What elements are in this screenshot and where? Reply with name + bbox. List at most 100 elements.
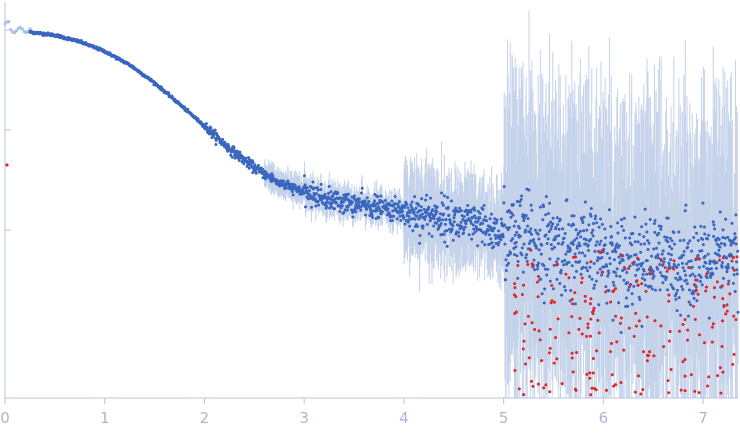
data-point bbox=[481, 222, 485, 226]
data-point bbox=[345, 208, 349, 212]
data-point bbox=[427, 205, 431, 209]
data-point bbox=[516, 276, 520, 280]
data-point bbox=[664, 275, 668, 279]
data-point bbox=[457, 231, 461, 235]
negative-point bbox=[589, 260, 593, 264]
data-point bbox=[584, 266, 588, 270]
negative-point bbox=[689, 373, 693, 377]
data-point bbox=[511, 213, 515, 217]
negative-point bbox=[586, 326, 590, 330]
negative-point bbox=[567, 331, 571, 335]
data-point bbox=[544, 213, 548, 217]
data-point bbox=[432, 224, 436, 228]
excluded-point bbox=[20, 27, 24, 31]
data-point bbox=[712, 223, 716, 227]
negative-point bbox=[719, 391, 723, 395]
data-point bbox=[571, 242, 575, 246]
data-point bbox=[334, 201, 338, 205]
data-point bbox=[684, 273, 688, 277]
data-point bbox=[423, 217, 427, 221]
data-point bbox=[401, 209, 405, 213]
data-point bbox=[420, 212, 424, 216]
data-point bbox=[445, 244, 449, 248]
data-point bbox=[645, 230, 649, 234]
x-tick-label: 5 bbox=[499, 409, 509, 427]
data-point bbox=[581, 220, 585, 224]
negative-point bbox=[706, 384, 710, 388]
data-point bbox=[708, 262, 712, 266]
data-point bbox=[443, 240, 447, 244]
data-point bbox=[430, 234, 434, 238]
data-point bbox=[563, 258, 567, 262]
data-point bbox=[513, 233, 517, 237]
data-point bbox=[585, 261, 589, 265]
data-point bbox=[718, 245, 722, 249]
negative-point bbox=[523, 322, 527, 326]
data-point bbox=[580, 218, 584, 222]
negative-point bbox=[697, 391, 701, 395]
negative-point bbox=[533, 328, 537, 332]
data-point bbox=[523, 228, 527, 232]
data-point bbox=[504, 269, 508, 273]
negative-point bbox=[667, 267, 671, 271]
negative-point bbox=[694, 257, 698, 261]
negative-point bbox=[542, 386, 546, 390]
data-point bbox=[639, 264, 643, 268]
negative-point bbox=[620, 254, 624, 258]
data-point bbox=[443, 222, 447, 226]
data-point bbox=[359, 191, 363, 195]
negative-point bbox=[610, 373, 614, 377]
negative-point bbox=[672, 267, 676, 271]
data-point bbox=[573, 238, 577, 242]
data-point bbox=[429, 196, 433, 200]
data-point bbox=[653, 230, 657, 234]
negative-point bbox=[614, 314, 618, 318]
data-point bbox=[562, 263, 566, 267]
data-point bbox=[691, 292, 695, 296]
data-point bbox=[529, 227, 533, 231]
negative-point bbox=[527, 356, 531, 360]
data-point bbox=[608, 262, 612, 266]
data-point bbox=[485, 219, 489, 223]
data-point bbox=[630, 243, 634, 247]
data-point bbox=[453, 213, 457, 217]
data-point bbox=[316, 199, 320, 203]
data-point bbox=[359, 205, 363, 209]
data-point bbox=[512, 224, 516, 228]
data-point bbox=[682, 238, 686, 242]
data-point bbox=[525, 259, 529, 263]
data-point bbox=[458, 227, 462, 231]
negative-point bbox=[544, 383, 548, 387]
data-point bbox=[625, 281, 629, 285]
data-point bbox=[668, 244, 672, 248]
data-point bbox=[595, 240, 599, 244]
data-point bbox=[327, 184, 331, 188]
data-point bbox=[440, 191, 444, 195]
data-point bbox=[676, 272, 680, 276]
data-point bbox=[449, 199, 453, 203]
data-point bbox=[497, 240, 501, 244]
data-point bbox=[558, 217, 562, 221]
negative-point bbox=[530, 321, 534, 325]
data-point bbox=[270, 172, 274, 176]
data-point bbox=[474, 216, 478, 220]
data-point bbox=[245, 164, 249, 168]
data-point bbox=[682, 250, 686, 254]
data-point bbox=[667, 264, 671, 268]
data-point bbox=[520, 246, 524, 250]
data-point bbox=[674, 291, 678, 295]
data-point bbox=[650, 287, 654, 291]
data-point bbox=[251, 171, 255, 175]
data-point bbox=[641, 261, 645, 265]
negative-point bbox=[526, 263, 530, 267]
data-point bbox=[365, 207, 369, 211]
data-point bbox=[354, 201, 358, 205]
data-point bbox=[433, 204, 437, 208]
data-point bbox=[428, 219, 432, 223]
data-point bbox=[595, 259, 599, 263]
negative-point bbox=[683, 374, 687, 378]
data-point bbox=[579, 235, 583, 239]
negative-point bbox=[641, 388, 645, 392]
data-point bbox=[517, 226, 521, 230]
data-point bbox=[651, 269, 655, 273]
